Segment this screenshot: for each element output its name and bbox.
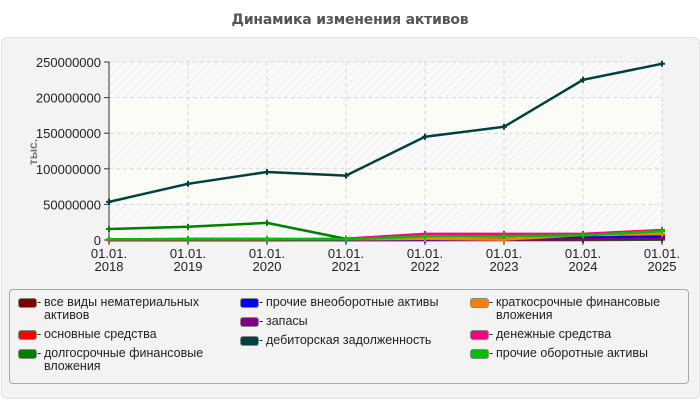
legend-item[interactable]: - прочие оборотные активы — [462, 347, 682, 360]
legend-dash: - — [259, 314, 264, 328]
legend-swatch-icon — [18, 298, 37, 308]
data-point-marker[interactable] — [185, 180, 191, 187]
data-point-marker[interactable] — [185, 236, 191, 243]
y-axis-label: тыс. — [26, 139, 40, 165]
legend-item[interactable]: - краткосрочные финансовые вложения — [462, 296, 682, 322]
x-tick-label: 01.01. — [328, 246, 364, 261]
x-tick-label: 01.01. — [407, 246, 443, 261]
x-tick-label: 01.01. — [644, 246, 680, 261]
data-point-marker[interactable] — [106, 236, 112, 243]
y-tick-label: 150000000 — [36, 126, 101, 141]
data-point-marker[interactable] — [422, 233, 428, 240]
x-tick-label: 2018 — [95, 259, 124, 274]
data-point-marker[interactable] — [343, 236, 349, 243]
x-tick-label: 01.01. — [170, 246, 206, 261]
legend-item[interactable]: - долгосрочные финансовые вложения — [10, 347, 220, 373]
svg-text:тыс.: тыс. — [26, 139, 40, 165]
legend-swatch-icon — [18, 330, 37, 340]
legend-label: долгосрочные финансовые вложения — [44, 346, 204, 373]
legend-dash: - — [37, 295, 42, 309]
legend-item[interactable]: - денежные средства — [462, 328, 682, 341]
legend-label: все виды нематериальных активов — [44, 295, 200, 322]
data-point-marker[interactable] — [580, 232, 586, 239]
legend-column: - краткосрочные финансовые вложения - денеж… — [462, 296, 682, 366]
legend-dash: - — [489, 327, 494, 341]
data-point-marker[interactable] — [501, 123, 507, 130]
legend-column: - все виды нематериальных активов - основны… — [10, 296, 220, 379]
y-tick-label: 200000000 — [36, 91, 101, 106]
legend-swatch-icon — [240, 298, 259, 308]
legend: - все виды нематериальных активов - основны… — [9, 289, 689, 384]
x-tick-label: 2025 — [648, 259, 677, 274]
data-point-marker[interactable] — [264, 169, 270, 176]
data-point-marker[interactable] — [343, 172, 349, 179]
data-point-marker[interactable] — [185, 223, 191, 230]
y-tick-label: 50000000 — [43, 197, 101, 212]
data-point-marker[interactable] — [264, 236, 270, 243]
legend-dash: - — [489, 295, 494, 309]
series-lines — [106, 60, 665, 243]
legend-dash: - — [37, 327, 42, 341]
legend-label: денежные средства — [496, 327, 612, 341]
legend-item[interactable]: - дебиторская задолженность — [232, 334, 457, 347]
legend-item[interactable]: - прочие внеоборотные активы — [232, 296, 457, 309]
legend-dash: - — [37, 346, 42, 360]
data-point-marker[interactable] — [422, 133, 428, 140]
legend-swatch-icon — [470, 349, 489, 359]
gridlines — [109, 61, 663, 240]
x-tick-label: 2023 — [490, 259, 519, 274]
legend-swatch-icon — [470, 298, 489, 308]
x-tick-label: 2019 — [174, 259, 203, 274]
data-point-marker[interactable] — [106, 225, 112, 232]
x-tick-label: 2020 — [253, 259, 282, 274]
legend-swatch-icon — [240, 317, 259, 327]
x-tick-label: 01.01. — [486, 246, 522, 261]
legend-dash: - — [259, 333, 264, 347]
legend-label: запасы — [266, 314, 308, 328]
x-tick-label: 01.01. — [249, 246, 285, 261]
data-point-marker[interactable] — [264, 219, 270, 226]
y-tick-label: 0 — [94, 233, 101, 248]
legend-label: дебиторская задолженность — [266, 333, 432, 347]
data-point-marker[interactable] — [106, 198, 112, 205]
legend-label: прочие внеоборотные активы — [266, 295, 439, 309]
legend-item[interactable]: - запасы — [232, 315, 457, 328]
legend-label: прочие оборотные активы — [496, 346, 648, 360]
legend-item[interactable]: - основные средства — [10, 328, 220, 341]
x-tick-label: 2024 — [569, 259, 598, 274]
axes: 0 50000000 100000000 150000000 200000000 2500… — [36, 55, 680, 274]
x-tick-label: 2021 — [332, 259, 361, 274]
y-tick-label: 100000000 — [36, 162, 101, 177]
legend-dash: - — [259, 295, 264, 309]
plot-area — [109, 62, 662, 240]
legend-label: краткосрочные финансовые вложения — [496, 295, 661, 322]
x-tick-label: 01.01. — [91, 246, 127, 261]
x-tick-label: 01.01. — [565, 246, 601, 261]
data-point-marker[interactable] — [580, 76, 586, 83]
chart-title: Динамика изменения активов — [231, 12, 469, 28]
line-chart: 0 50000000 100000000 150000000 200000000 2500… — [26, 55, 680, 274]
series-line — [106, 228, 665, 243]
legend-swatch-icon — [18, 349, 37, 359]
y-tick-label: 250000000 — [36, 55, 101, 70]
legend-swatch-icon — [470, 330, 489, 340]
legend-dash: - — [489, 346, 494, 360]
x-tick-label: 2022 — [411, 259, 440, 274]
data-point-marker[interactable] — [659, 228, 665, 235]
data-point-marker[interactable] — [501, 233, 507, 240]
legend-column: - прочие внеоборотные активы - запасы - дебит… — [232, 296, 457, 353]
series-line — [106, 60, 665, 205]
legend-label: основные средства — [44, 327, 157, 341]
legend-swatch-icon — [240, 336, 259, 346]
data-point-marker[interactable] — [659, 60, 665, 67]
legend-item[interactable]: - все виды нематериальных активов — [10, 296, 220, 322]
data-point-marker[interactable] — [659, 235, 665, 242]
